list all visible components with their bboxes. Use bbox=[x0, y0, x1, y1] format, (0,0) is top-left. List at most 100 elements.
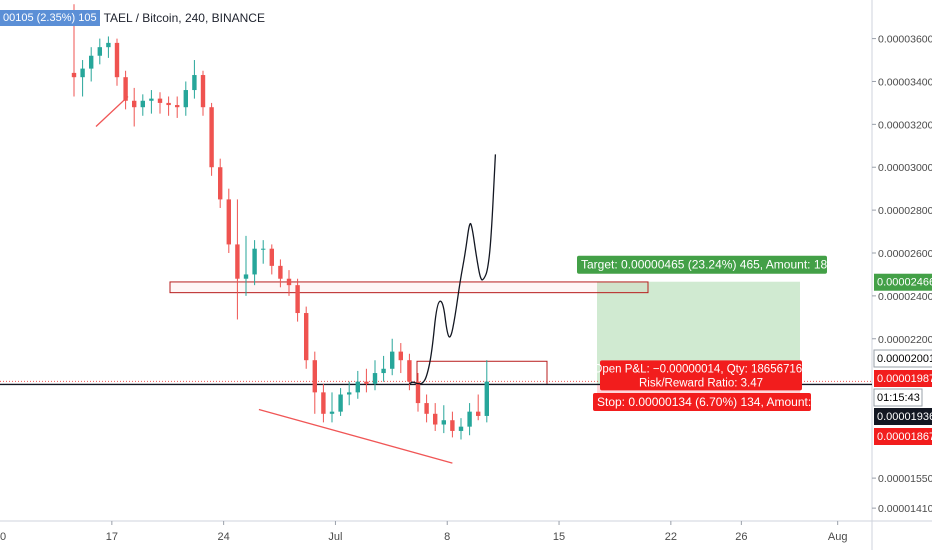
y-tick-label: 0.00002600 bbox=[878, 248, 932, 260]
candle-body bbox=[166, 102, 171, 106]
y-tick-label: 0.00002200 bbox=[878, 334, 932, 346]
y-tick-label: 0.00003000 bbox=[878, 162, 932, 174]
candle-body bbox=[269, 248, 274, 266]
candle-body bbox=[106, 42, 111, 48]
candle-body bbox=[286, 278, 292, 286]
candle-body bbox=[200, 75, 206, 108]
candle-body bbox=[433, 413, 438, 425]
price-tag-countdown-box bbox=[873, 388, 923, 407]
y-tick-label: 0.00001410 bbox=[878, 503, 932, 515]
stop-label-text: Stop: 0.00000134 (6.70%) 134, Amount: 75… bbox=[597, 395, 835, 409]
projected-price-path bbox=[409, 154, 497, 385]
pnl-label-text: Open P&L: −0.00000014, Qty: 186567164 bbox=[593, 363, 809, 375]
candle-body bbox=[157, 98, 163, 103]
x-tick-label: 15 bbox=[553, 531, 565, 543]
ohlc-change-badge: 00105 (2.35%) 105 bbox=[0, 10, 100, 26]
x-tick-label: 26 bbox=[735, 531, 747, 543]
x-tick-label: 22 bbox=[665, 531, 677, 543]
candle-body bbox=[243, 274, 249, 279]
x-tick-label: 8 bbox=[444, 531, 450, 543]
candle-body bbox=[80, 68, 85, 78]
candle-body bbox=[226, 199, 231, 245]
candle-body bbox=[407, 360, 412, 382]
candle-body bbox=[278, 265, 283, 279]
candle-body bbox=[235, 244, 240, 279]
candle-body bbox=[132, 100, 137, 108]
y-tick-label: 0.00002400 bbox=[878, 291, 932, 303]
candle-body bbox=[71, 72, 77, 78]
candle-body bbox=[183, 90, 188, 108]
x-tick-label: 24 bbox=[218, 531, 230, 543]
price-tag-stop-text: 0.00001867 bbox=[877, 431, 932, 443]
candle-body bbox=[321, 392, 326, 414]
candle-body bbox=[458, 426, 464, 431]
symbol-title[interactable]: TAEL / Bitcoin, 240, BINANCE bbox=[103, 11, 265, 25]
candle-body bbox=[140, 100, 145, 108]
candle-body bbox=[97, 47, 102, 56]
minor-trendline bbox=[95, 96, 129, 127]
candle-body bbox=[261, 248, 266, 250]
candle-body bbox=[424, 403, 429, 414]
candle-body bbox=[192, 75, 197, 91]
price-tag-entry-text: 0.00001987 bbox=[877, 373, 932, 385]
price-tag-target-box bbox=[874, 273, 932, 291]
candle-body bbox=[295, 285, 300, 314]
candle-body bbox=[450, 420, 455, 431]
candle-body bbox=[338, 394, 343, 412]
candle-body bbox=[415, 381, 421, 404]
candle-body bbox=[398, 351, 403, 361]
stop-label-box bbox=[593, 393, 811, 411]
candle-body bbox=[149, 98, 154, 101]
price-tag-countdown-text: 01:15:43 bbox=[877, 392, 920, 404]
candle-body bbox=[312, 360, 317, 393]
candle-body bbox=[175, 105, 180, 108]
candle-body bbox=[467, 411, 472, 427]
target-label-box bbox=[577, 255, 827, 274]
resistance-zone-box bbox=[169, 281, 649, 294]
candle-body bbox=[484, 381, 489, 416]
candle-body bbox=[355, 381, 360, 393]
candles-group bbox=[71, 4, 489, 440]
candle-body bbox=[364, 381, 369, 384]
candle-body bbox=[476, 411, 481, 416]
candle-body bbox=[89, 55, 94, 69]
y-tick-label: 0.00002800 bbox=[878, 205, 932, 217]
price-tag-target-text: 0.00002466 bbox=[877, 277, 932, 289]
price-tag-last-price-text: 0.00002001 bbox=[877, 353, 932, 365]
y-tick-label: 0.00003200 bbox=[878, 119, 932, 131]
x-tick-label: 17 bbox=[106, 531, 118, 543]
y-axis: 0.00003600 0.00003400 0.00003200 0.00003000… bbox=[872, 34, 932, 515]
x-tick-label: Jul bbox=[328, 531, 342, 543]
support-trendline bbox=[258, 408, 453, 464]
candle-body bbox=[441, 420, 446, 425]
candle-body bbox=[381, 368, 386, 374]
y-tick-label: 0.00001550 bbox=[878, 473, 932, 485]
candle-body bbox=[329, 411, 335, 414]
candle-body bbox=[347, 392, 352, 395]
candle-body bbox=[209, 107, 214, 168]
price-tag-low-marker-text: 0.00001936 bbox=[877, 411, 932, 423]
y-tick-label: 0.00003400 bbox=[878, 76, 932, 88]
candle-body bbox=[252, 248, 257, 275]
price-tag-entry-box bbox=[874, 370, 932, 387]
chart-header: 00105 (2.35%) 105 TAEL / Bitcoin, 240, B… bbox=[0, 8, 265, 28]
price-tag-low-marker-box bbox=[874, 408, 932, 425]
pnl-label-box bbox=[600, 360, 802, 391]
candle-body bbox=[390, 351, 395, 369]
target-label-text: Target: 0.00000465 (23.24%) 465, Amount:… bbox=[581, 258, 858, 272]
price-tag-last-price-box bbox=[873, 349, 932, 368]
x-tick-label: Aug bbox=[828, 531, 848, 543]
candle-body bbox=[114, 42, 120, 78]
candle-body bbox=[304, 313, 309, 361]
price-tag-stop-box bbox=[874, 428, 932, 445]
x-tick-label: 0 bbox=[0, 531, 6, 543]
x-axis: 0 17 24 Jul 8 15 22 26 Aug bbox=[0, 521, 847, 543]
candle-body bbox=[218, 167, 223, 200]
candle-body bbox=[372, 373, 378, 384]
y-tick-label: 0.00003600 bbox=[878, 34, 932, 46]
candle-body bbox=[123, 77, 128, 101]
risk-reward-label-text: Risk/Reward Ratio: 3.47 bbox=[639, 377, 763, 389]
